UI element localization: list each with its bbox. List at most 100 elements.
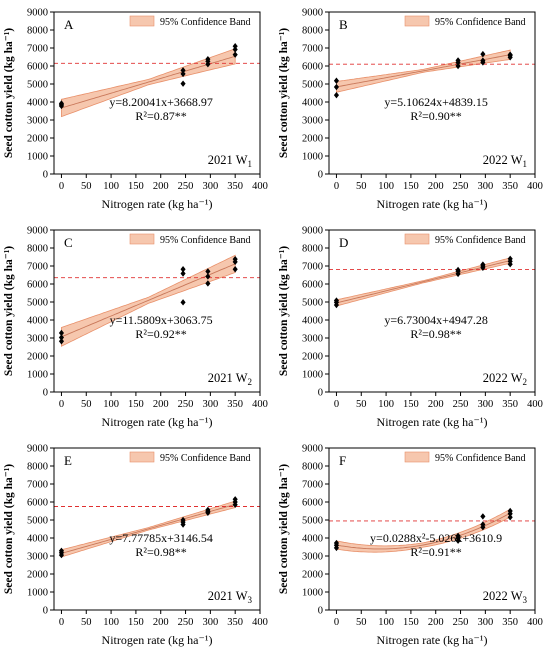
equation-text: y=8.20041x+3668.97 (109, 95, 213, 109)
x-tick-label: 100 (103, 399, 119, 410)
y-axis-label: Seed cotton yield (kg ha⁻¹) (3, 28, 15, 158)
data-point (507, 255, 513, 262)
data-point (232, 496, 238, 503)
year-treatment-label: 2022 W2 (483, 371, 527, 387)
y-tick-label: 5000 (302, 80, 323, 91)
legend-label: 95% Confidence Band (435, 235, 526, 246)
y-tick-label: 2000 (302, 570, 323, 581)
y-tick-label: 8000 (302, 244, 323, 255)
y-tick-label: 1000 (27, 152, 48, 163)
data-point (180, 70, 186, 78)
x-tick-label: 300 (477, 399, 493, 410)
x-tick-label: 150 (128, 399, 144, 410)
data-point (333, 297, 340, 304)
panel-letter: B (339, 17, 348, 32)
data-point (58, 329, 65, 337)
x-tick-label: 400 (527, 617, 543, 628)
x-tick-label: 0 (59, 399, 64, 410)
data-point (480, 521, 486, 528)
plot-frame (53, 447, 261, 611)
legend-label: 95% Confidence Band (160, 453, 251, 464)
data-point (180, 67, 186, 74)
y-tick-label: 9000 (302, 8, 323, 19)
legend-swatch (129, 451, 155, 463)
y-axis-label: Seed cotton yield (kg ha⁻¹) (3, 464, 15, 594)
y-tick-label: 4000 (27, 534, 48, 545)
x-tick-label: 350 (227, 399, 243, 410)
legend-label: 95% Confidence Band (435, 17, 526, 28)
x-tick-label: 100 (378, 181, 394, 192)
treatment-subscript: 1 (523, 159, 528, 169)
equation-text: y=5.10624x+4839.15 (384, 95, 488, 109)
equation-text: y=7.77785x+3146.54 (109, 531, 213, 545)
y-tick-label: 3000 (27, 116, 48, 127)
data-point (333, 77, 340, 84)
y-tick-label: 1000 (302, 152, 323, 163)
x-tick-label: 400 (252, 399, 268, 410)
x-tick-label: 200 (153, 617, 169, 628)
x-tick-label: 150 (128, 181, 144, 192)
x-tick-label: 250 (453, 399, 469, 410)
x-tick-label: 50 (81, 617, 92, 628)
legend-label: 95% Confidence Band (160, 17, 251, 28)
x-tick-label: 0 (334, 399, 339, 410)
year-text: 2021 W (208, 153, 248, 167)
y-tick-label: 8000 (27, 244, 48, 255)
y-tick-label: 9000 (27, 444, 48, 455)
year-text: 2022 W (483, 589, 523, 603)
y-tick-label: 7000 (302, 44, 323, 55)
x-axis-label: Nitrogen rate (kg ha⁻¹) (102, 633, 213, 647)
data-point (58, 334, 65, 341)
data-point (455, 62, 461, 70)
y-axis-label: Seed cotton yield (kg ha⁻¹) (3, 246, 15, 376)
r-squared-text: R²=0.90** (410, 109, 461, 123)
panel-D: 0 50 100 150 200 250 300 350 4000100020003000400… (278, 226, 543, 429)
x-tick-label: 250 (453, 617, 469, 628)
legend-label: 95% Confidence Band (435, 453, 526, 464)
x-tick-label: 200 (428, 399, 444, 410)
y-tick-label: 3000 (302, 334, 323, 345)
equation-text: y=0.0288x²-5.026x+3610.9 (370, 531, 502, 545)
legend-swatch (404, 451, 430, 463)
x-tick-label: 50 (81, 181, 92, 192)
panel-letter: A (64, 17, 74, 32)
data-point (180, 299, 186, 306)
data-point (205, 506, 211, 514)
x-tick-label: 0 (334, 181, 339, 192)
y-tick-label: 4000 (27, 98, 48, 109)
y-tick-label: 7000 (27, 480, 48, 491)
data-point (205, 273, 211, 280)
x-tick-label: 50 (81, 399, 92, 410)
y-tick-label: 7000 (302, 480, 323, 491)
x-tick-label: 50 (356, 181, 367, 192)
data-point (507, 51, 513, 58)
data-point (180, 80, 186, 87)
year-text: 2021 W (208, 371, 248, 385)
year-treatment-label: 2022 W1 (483, 153, 527, 169)
x-tick-label: 400 (527, 399, 543, 410)
legend-label: 95% Confidence Band (160, 235, 251, 246)
y-tick-label: 9000 (27, 226, 48, 237)
panel-F: 0 50 100 150 200 250 300 350 4000100020003000400… (278, 444, 543, 647)
y-axis-label: Seed cotton yield (kg ha⁻¹) (278, 28, 290, 158)
y-tick-label: 8000 (302, 462, 323, 473)
data-point (232, 266, 238, 273)
y-tick-label: 6000 (27, 62, 48, 73)
data-point (58, 101, 65, 108)
r-squared-text: R²=0.98** (410, 327, 461, 341)
year-treatment-label: 2021 W1 (208, 153, 252, 169)
x-axis-label: Nitrogen rate (kg ha⁻¹) (377, 633, 488, 647)
x-tick-label: 350 (502, 617, 518, 628)
x-tick-label: 200 (153, 181, 169, 192)
y-tick-label: 7000 (27, 44, 48, 55)
y-axis-label: Seed cotton yield (kg ha⁻¹) (278, 464, 290, 594)
y-tick-label: 5000 (27, 80, 48, 91)
y-tick-label: 6000 (27, 280, 48, 291)
x-tick-label: 250 (178, 399, 194, 410)
treatment-subscript: 3 (523, 595, 528, 605)
data-point (232, 255, 238, 263)
x-tick-label: 350 (502, 399, 518, 410)
y-tick-label: 9000 (27, 8, 48, 19)
x-tick-label: 350 (502, 181, 518, 192)
